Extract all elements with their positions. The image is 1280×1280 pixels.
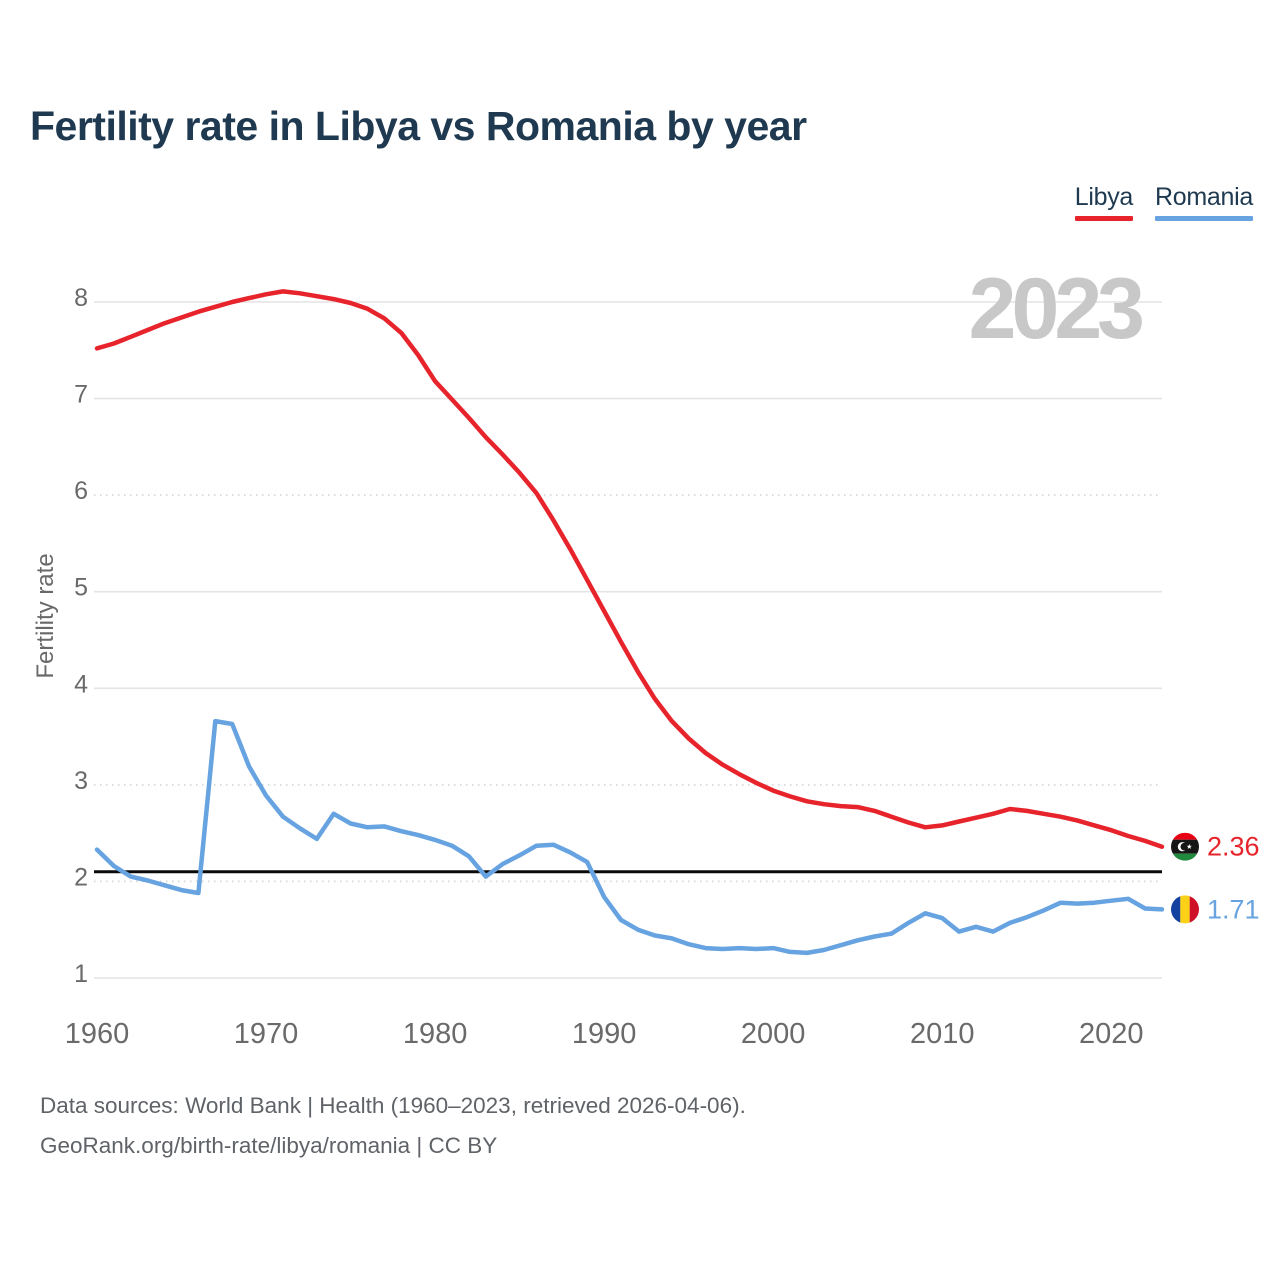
- y-axis-label: Fertility rate: [32, 553, 59, 679]
- libya-line: [94, 289, 1165, 849]
- x-tick-label: 2010: [910, 1018, 975, 1050]
- romania-end-value: 1.71: [1207, 894, 1260, 924]
- y-tick-label: 2: [74, 863, 88, 891]
- chart-title: Fertility rate in Libya vs Romania by ye…: [30, 103, 807, 149]
- footer-line-1: Data sources: World Bank | Health (1960–…: [40, 1093, 746, 1118]
- y-tick-label: 4: [74, 670, 88, 698]
- legend-item-libya[interactable]: Libya: [1074, 183, 1134, 221]
- legend-underline-romania: [1155, 216, 1253, 221]
- grid-layer: 1 2 3 4 5 6 7 8 1960 1970 1980 1990 2000 2010 2020: [65, 284, 1162, 1050]
- y-tick-label: 8: [74, 284, 88, 312]
- legend-label-libya: Libya: [1074, 183, 1134, 211]
- y-tick-label: 7: [74, 381, 88, 409]
- line-layer: [94, 289, 1165, 956]
- romania-line: [94, 718, 1165, 956]
- romania-flag-icon: [1171, 895, 1199, 924]
- y-tick-label: 6: [74, 477, 88, 505]
- x-tick-label: 2000: [741, 1018, 806, 1050]
- x-tick-label: 1960: [65, 1018, 130, 1050]
- footer: Data sources: World Bank | Health (1960–…: [40, 1086, 746, 1166]
- x-tick-label: 1970: [234, 1018, 299, 1050]
- y-tick-label: 5: [74, 574, 88, 602]
- legend-underline-libya: [1074, 216, 1134, 221]
- y-tick-label: 3: [74, 767, 88, 795]
- libya-end-value: 2.36: [1207, 832, 1260, 862]
- x-tick-label: 1990: [572, 1018, 637, 1050]
- year-watermark: 2023: [968, 261, 1145, 357]
- footer-line-2: GeoRank.org/birth-rate/libya/romania | C…: [40, 1133, 498, 1158]
- y-tick-label: 1: [74, 960, 88, 988]
- libya-flag-icon: [1171, 832, 1199, 861]
- x-tick-label: 2020: [1079, 1018, 1144, 1050]
- legend: Libya Romania: [1074, 183, 1253, 221]
- x-tick-label: 1980: [403, 1018, 468, 1050]
- legend-item-romania[interactable]: Romania: [1155, 183, 1253, 221]
- legend-label-romania: Romania: [1155, 183, 1253, 211]
